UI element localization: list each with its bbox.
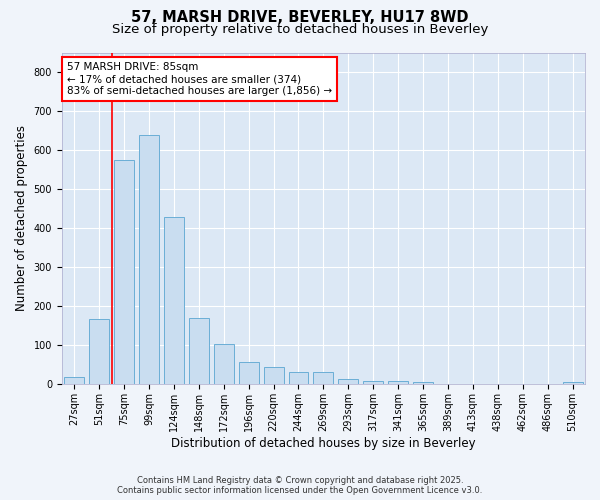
Bar	[139, 134, 159, 384]
Bar	[289, 372, 308, 384]
Text: Contains HM Land Registry data © Crown copyright and database right 2025.
Contai: Contains HM Land Registry data © Crown c…	[118, 476, 482, 495]
Bar	[164, 216, 184, 384]
Y-axis label: Number of detached properties: Number of detached properties	[15, 126, 28, 312]
Bar	[413, 382, 433, 384]
Bar	[64, 378, 84, 384]
Bar	[189, 318, 209, 384]
Bar	[263, 367, 284, 384]
Bar	[363, 380, 383, 384]
Text: 57 MARSH DRIVE: 85sqm
← 17% of detached houses are smaller (374)
83% of semi-det: 57 MARSH DRIVE: 85sqm ← 17% of detached …	[67, 62, 332, 96]
Text: 57, MARSH DRIVE, BEVERLEY, HU17 8WD: 57, MARSH DRIVE, BEVERLEY, HU17 8WD	[131, 10, 469, 25]
Bar	[388, 382, 408, 384]
Bar	[338, 378, 358, 384]
X-axis label: Distribution of detached houses by size in Beverley: Distribution of detached houses by size …	[171, 437, 476, 450]
Bar	[563, 382, 583, 384]
Text: Size of property relative to detached houses in Beverley: Size of property relative to detached ho…	[112, 22, 488, 36]
Bar	[114, 160, 134, 384]
Bar	[313, 372, 334, 384]
Bar	[89, 319, 109, 384]
Bar	[214, 344, 233, 385]
Bar	[239, 362, 259, 384]
